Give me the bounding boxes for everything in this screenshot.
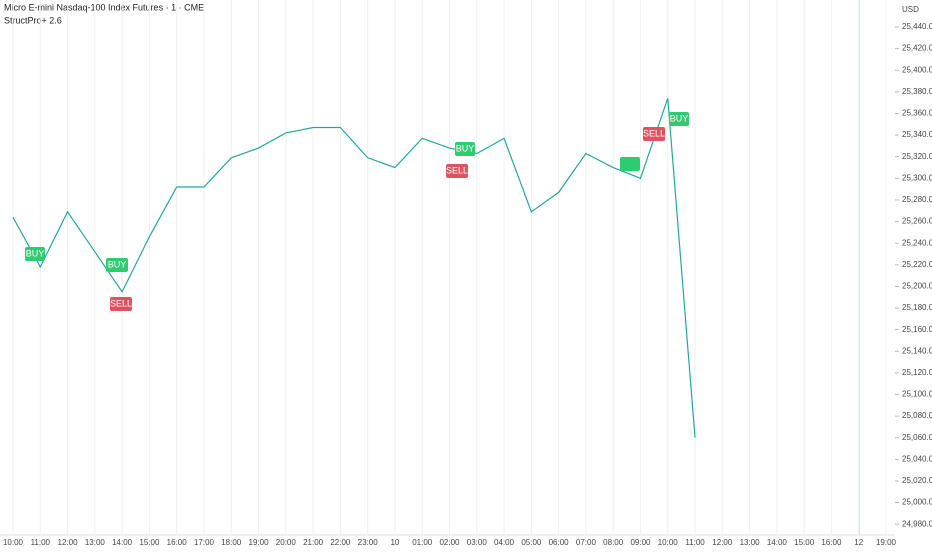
x-tick-label: 11:00: [31, 538, 51, 547]
y-tick-label: 25,140.00: [902, 346, 932, 355]
x-tick-label: 10: [390, 538, 399, 547]
signal-box: [455, 142, 475, 156]
y-tick-label: 25,340.00: [902, 130, 932, 139]
y-tick-label: 25,220.00: [902, 260, 932, 269]
y-tick-label: 25,320.00: [902, 152, 932, 161]
y-tick-label: 25,120.00: [902, 368, 932, 377]
x-tick-label: 12: [854, 538, 863, 547]
x-tick-label: 16:00: [821, 538, 842, 547]
signal-box: [110, 297, 132, 311]
signal-box: [446, 164, 468, 178]
x-tick-label: 20:00: [276, 538, 297, 547]
chart-title: Micro E-mini Nasdaq-100 Index Futures · …: [4, 2, 204, 12]
x-tick-label: 11:00: [685, 538, 705, 547]
x-tick-label: 05:00: [521, 538, 542, 547]
x-tick-label: 15:00: [139, 538, 160, 547]
signal-label: BUY: [108, 259, 127, 269]
y-tick-label: 25,260.00: [902, 217, 932, 226]
y-tick-label: 25,380.00: [902, 87, 932, 96]
x-tick-label: 04:00: [494, 538, 515, 547]
x-tick-label: 09:00: [630, 538, 651, 547]
x-tick-label: 18:00: [221, 538, 242, 547]
x-tick-label: 22:00: [330, 538, 351, 547]
x-tick-label: 13:00: [85, 538, 106, 547]
signal-label: BUY: [26, 248, 45, 258]
y-tick-label: 25,200.00: [902, 282, 932, 291]
x-tick-label: 23:00: [358, 538, 379, 547]
signal-box: [25, 247, 45, 261]
x-tick-label: 17:00: [194, 538, 215, 547]
currency-label: USD: [902, 5, 919, 14]
x-tick-label: 12:00: [58, 538, 79, 547]
signal-label: SELL: [110, 298, 132, 308]
signal-box: [669, 112, 689, 126]
y-tick-label: 25,160.00: [902, 325, 932, 334]
x-tick-label: 19:00: [876, 538, 897, 547]
x-tick-label: 12:00: [712, 538, 733, 547]
x-tick-label: 08:00: [603, 538, 624, 547]
y-tick-label: 24,980.00: [902, 519, 932, 528]
y-tick-label: 25,080.00: [902, 411, 932, 420]
y-tick-label: 25,000.00: [902, 498, 932, 507]
indicator-name: StructPro+ 2.6: [4, 15, 62, 25]
signal-box: [643, 127, 665, 141]
signal-label: BUY: [670, 113, 689, 123]
signal-label: BUY: [456, 143, 475, 153]
x-tick-label: 03:00: [467, 538, 488, 547]
y-tick-label: 25,240.00: [902, 238, 932, 247]
x-tick-label: 21:00: [303, 538, 324, 547]
y-tick-label: 25,280.00: [902, 195, 932, 204]
x-tick-label: 02:00: [439, 538, 460, 547]
y-tick-label: 25,360.00: [902, 109, 932, 118]
y-tick-label: 25,020.00: [902, 476, 932, 485]
y-tick-label: 25,060.00: [902, 433, 932, 442]
signal-box: [620, 157, 640, 171]
x-tick-label: 10:00: [658, 538, 679, 547]
x-tick-label: 01:00: [412, 538, 433, 547]
y-tick-label: 25,400.00: [902, 65, 932, 74]
x-tick-label: 13:00: [740, 538, 761, 547]
signal-label: SELL: [643, 128, 665, 138]
y-tick-label: 25,440.00: [902, 22, 932, 31]
y-tick-label: 25,180.00: [902, 303, 932, 312]
y-tick-label: 25,100.00: [902, 390, 932, 399]
y-tick-label: 25,040.00: [902, 454, 932, 463]
x-tick-label: 14:00: [112, 538, 133, 547]
price-line: [12, 98, 696, 438]
signal-label: SELL: [446, 165, 468, 175]
signal-box: [106, 258, 128, 272]
y-tick-label: 25,420.00: [902, 44, 932, 53]
x-tick-label: 07:00: [576, 538, 597, 547]
y-tick-label: 25,300.00: [902, 173, 932, 182]
x-tick-label: 06:00: [549, 538, 570, 547]
x-tick-label: 10:00: [3, 538, 24, 547]
x-tick-label: 15:00: [794, 538, 815, 547]
x-tick-label: 14:00: [767, 538, 788, 547]
x-tick-label: 19:00: [249, 538, 270, 547]
x-tick-label: 16:00: [167, 538, 188, 547]
